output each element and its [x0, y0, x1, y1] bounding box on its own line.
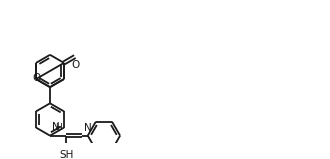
Text: N: N: [51, 122, 59, 132]
Text: N: N: [84, 123, 92, 133]
Text: H: H: [55, 123, 61, 132]
Text: SH: SH: [59, 150, 73, 159]
Text: O: O: [72, 60, 80, 70]
Text: O: O: [33, 73, 41, 83]
